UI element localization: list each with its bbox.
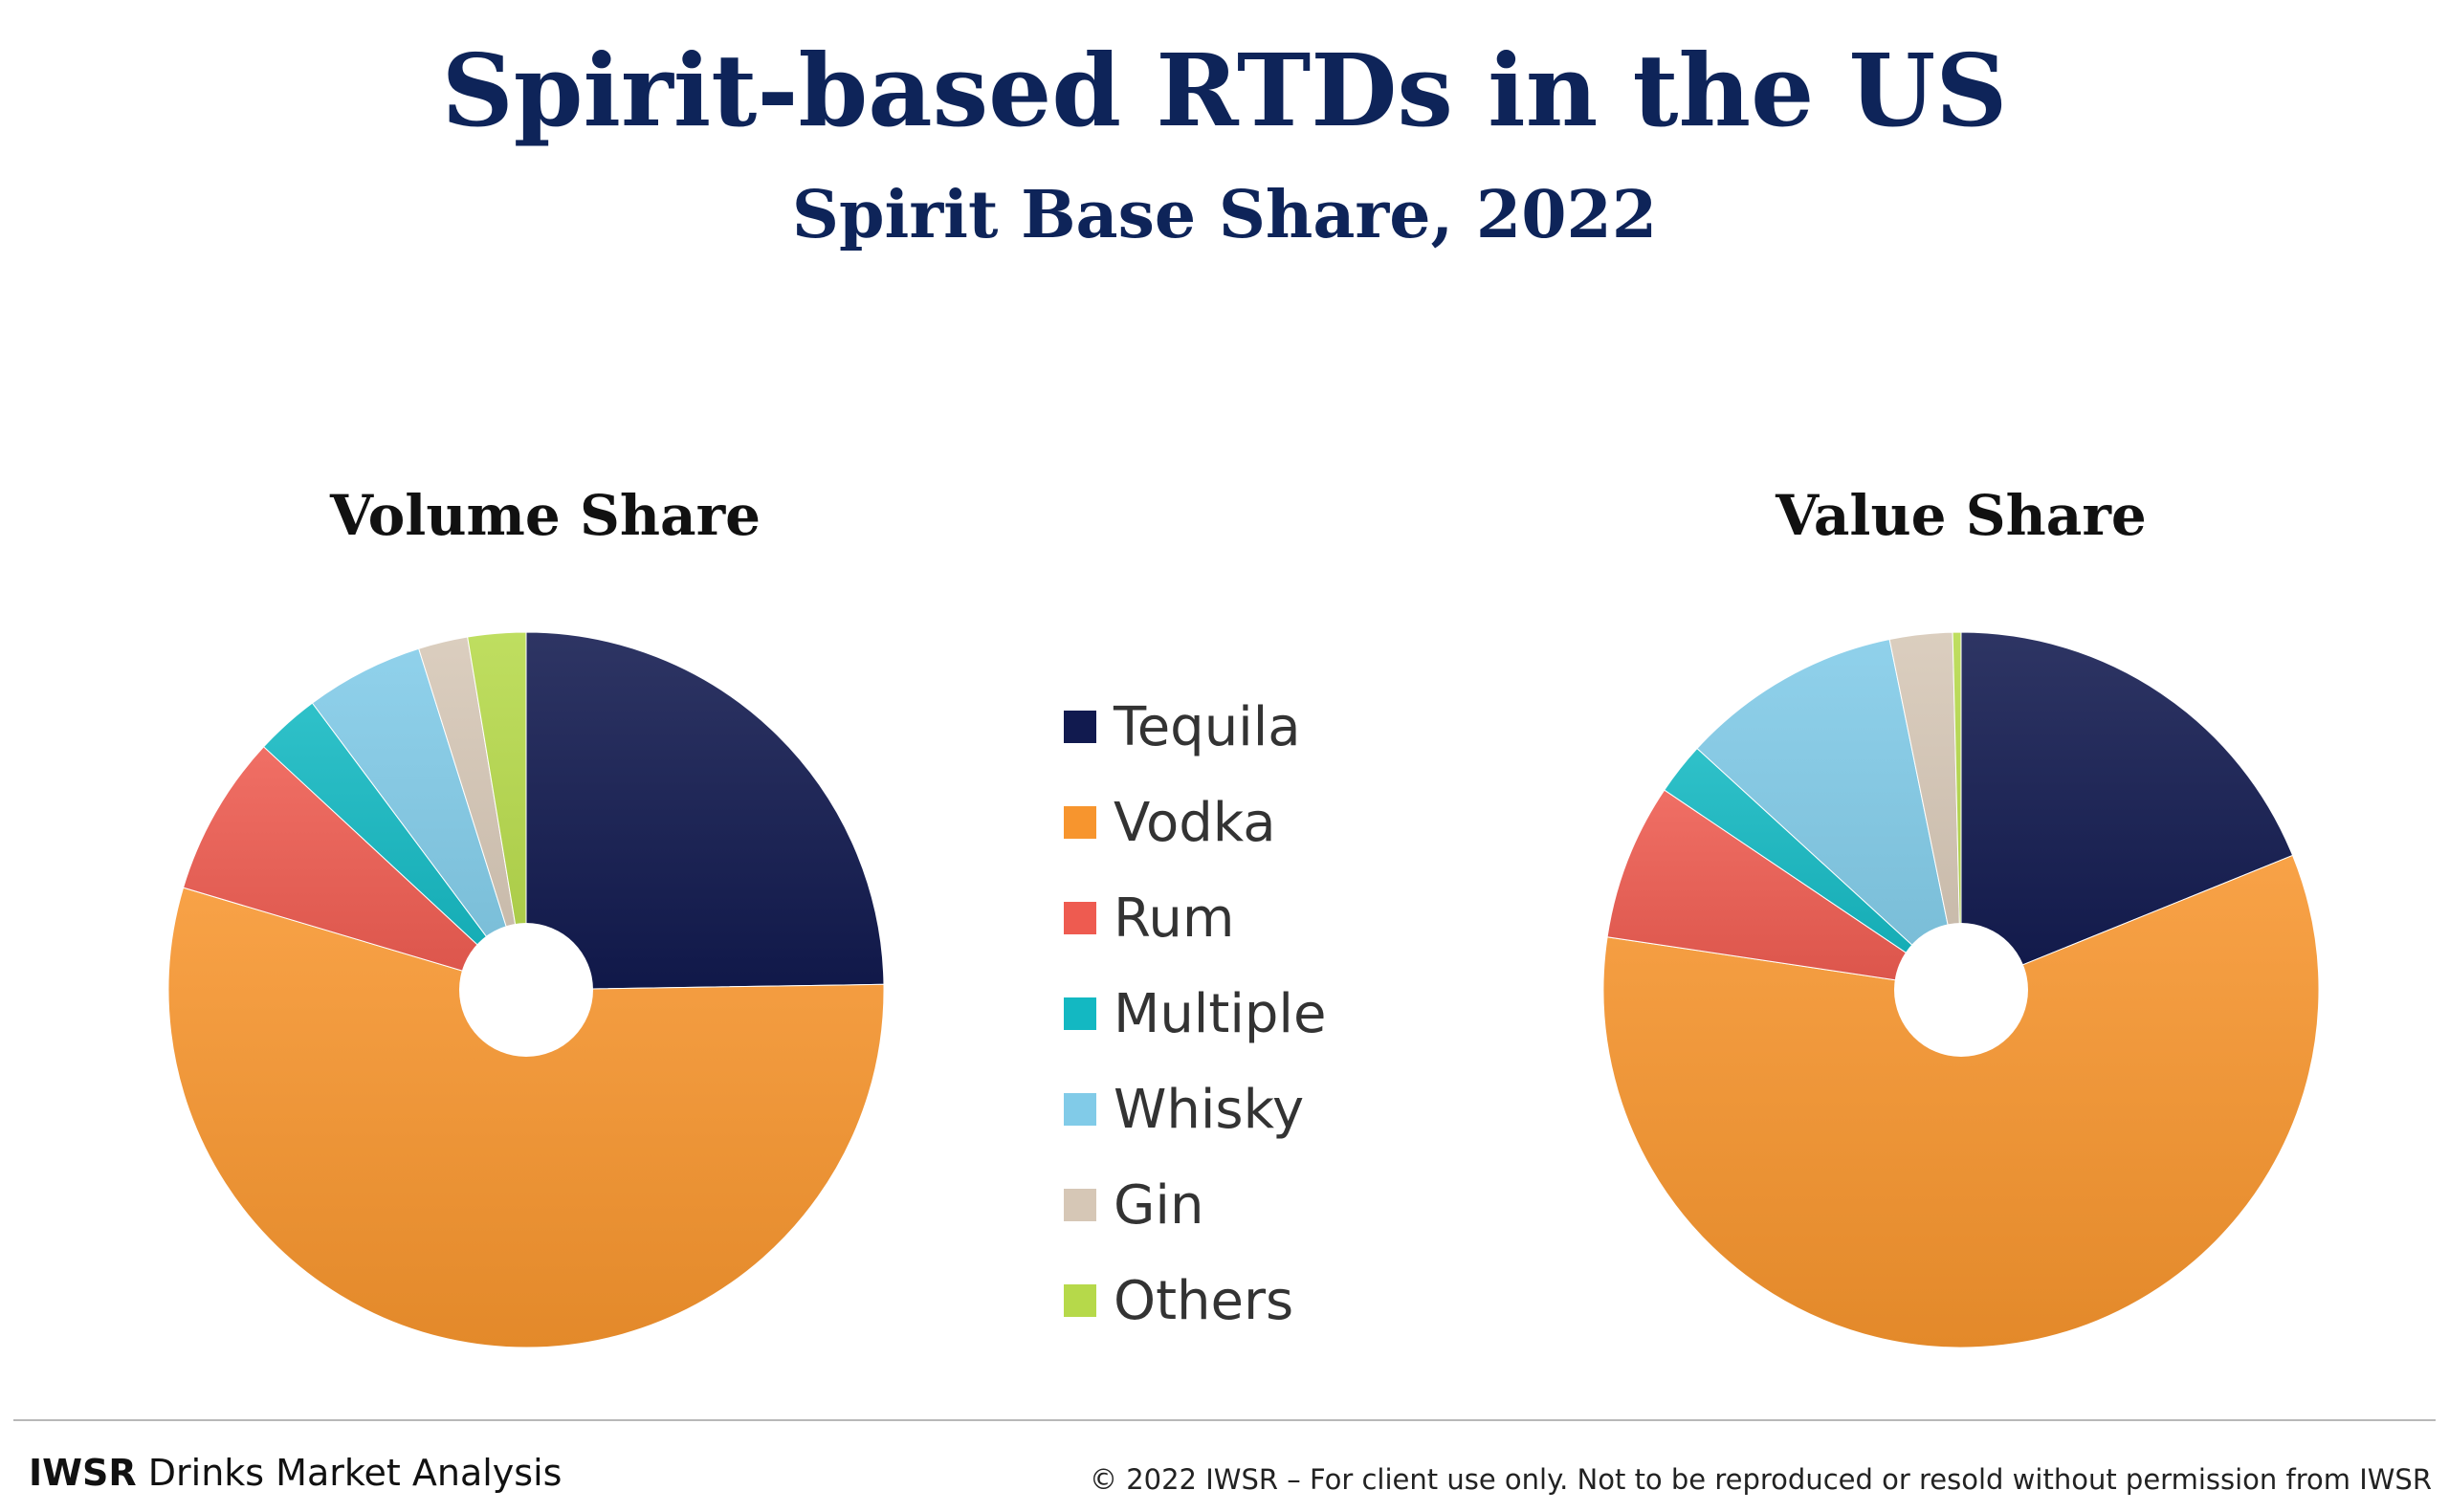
- legend-item-tequila: Tequila: [1064, 679, 1326, 775]
- legend-swatch-multiple: [1064, 997, 1096, 1030]
- footer-copyright: © 2022 IWSR – For client use only. Not t…: [1089, 1463, 2432, 1496]
- legend-item-gin: Gin: [1064, 1157, 1326, 1253]
- legend-item-others: Others: [1064, 1253, 1326, 1348]
- footer-brand-text: Drinks Market Analysis: [136, 1452, 563, 1494]
- legend-label-gin: Gin: [1114, 1173, 1204, 1237]
- legend-label-rum: Rum: [1114, 887, 1235, 950]
- chart-legend: Tequila Vodka Rum Multiple Whisky Gin Ot…: [1064, 679, 1326, 1348]
- footer-brand: IWSR: [29, 1452, 137, 1494]
- volume-share-pie-chart: [167, 631, 885, 1348]
- pie-center-hole: [459, 923, 593, 1057]
- legend-swatch-whisky: [1064, 1093, 1096, 1126]
- footer-divider: [13, 1419, 2436, 1421]
- legend-swatch-tequila: [1064, 711, 1096, 743]
- legend-swatch-gin: [1064, 1189, 1096, 1221]
- pie-slice-vodka: [1602, 854, 2320, 1348]
- pie-slice-rum: [1606, 789, 1962, 991]
- legend-item-multiple: Multiple: [1064, 966, 1326, 1062]
- legend-label-multiple: Multiple: [1114, 982, 1327, 1045]
- legend-label-others: Others: [1114, 1269, 1294, 1332]
- page-subtitle: Spirit Base Share, 2022: [791, 177, 1658, 253]
- pie-slice-tequila: [525, 631, 885, 991]
- legend-item-vodka: Vodka: [1064, 775, 1326, 870]
- pie-slice-vodka: [167, 887, 885, 1348]
- legend-item-rum: Rum: [1064, 870, 1326, 966]
- legend-item-whisky: Whisky: [1064, 1062, 1326, 1157]
- pie-slice-tequila: [1960, 631, 2294, 991]
- pie-slice-others: [1952, 631, 1962, 991]
- footer-brand-line: IWSR Drinks Market Analysis: [29, 1452, 562, 1494]
- pie-slice-rum: [182, 746, 527, 991]
- page-title: Spirit-based RTDs in the US: [441, 32, 2008, 149]
- legend-label-tequila: Tequila: [1114, 695, 1301, 758]
- legend-swatch-others: [1064, 1284, 1096, 1317]
- value-share-title: Value Share: [1776, 483, 2147, 548]
- volume-share-title: Volume Share: [329, 483, 761, 548]
- legend-label-whisky: Whisky: [1114, 1078, 1305, 1141]
- pie-center-hole: [1894, 923, 2028, 1057]
- legend-label-vodka: Vodka: [1114, 791, 1276, 854]
- pie-slice-others: [467, 631, 527, 991]
- value-share-pie-chart: [1602, 631, 2320, 1348]
- legend-swatch-vodka: [1064, 806, 1096, 839]
- legend-swatch-rum: [1064, 902, 1096, 934]
- pie-slice-whisky: [1696, 638, 1962, 992]
